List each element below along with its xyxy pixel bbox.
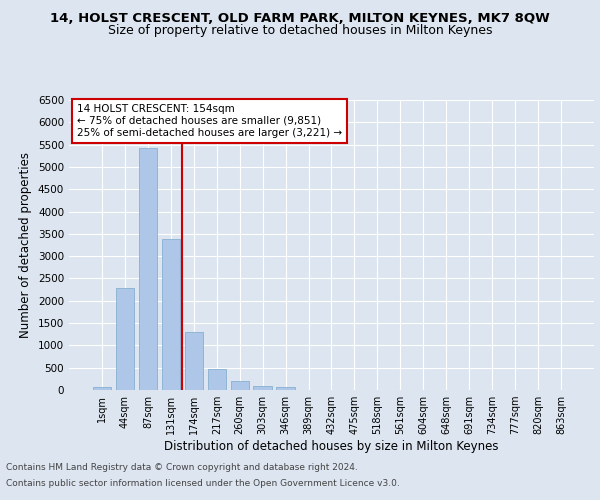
Bar (116, 288, 134, 390)
Bar (162, 239, 180, 390)
X-axis label: Distribution of detached houses by size in Milton Keynes: Distribution of detached houses by size … (164, 440, 499, 453)
Text: 14, HOLST CRESCENT, OLD FARM PARK, MILTON KEYNES, MK7 8QW: 14, HOLST CRESCENT, OLD FARM PARK, MILTO… (50, 12, 550, 26)
Bar (93, 386, 111, 390)
Text: Contains HM Land Registry data © Crown copyright and database right 2024.: Contains HM Land Registry data © Crown c… (6, 464, 358, 472)
Bar (277, 387, 295, 390)
Text: Size of property relative to detached houses in Milton Keynes: Size of property relative to detached ho… (108, 24, 492, 37)
Bar (139, 148, 157, 390)
Text: 14 HOLST CRESCENT: 154sqm
← 75% of detached houses are smaller (9,851)
25% of se: 14 HOLST CRESCENT: 154sqm ← 75% of detac… (77, 104, 342, 138)
Bar (208, 368, 226, 390)
Y-axis label: Number of detached properties: Number of detached properties (19, 152, 32, 338)
Bar (253, 386, 272, 390)
Bar (230, 382, 249, 390)
Text: Contains public sector information licensed under the Open Government Licence v3: Contains public sector information licen… (6, 478, 400, 488)
Bar (185, 332, 203, 390)
